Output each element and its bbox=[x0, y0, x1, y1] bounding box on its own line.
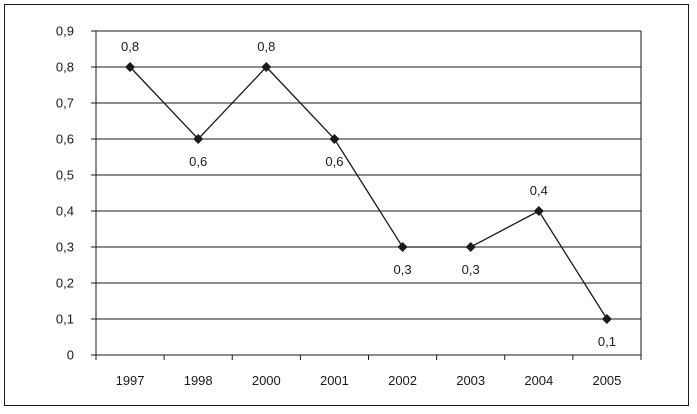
data-labels: 0,8 0,6 0,8 0,6 0,3 0,3 0,4 0,1 bbox=[121, 39, 616, 349]
y-tick-label: 0 bbox=[67, 348, 74, 363]
data-point-marker bbox=[125, 62, 136, 72]
data-label: 0,3 bbox=[462, 262, 480, 277]
data-point-marker bbox=[533, 206, 544, 216]
x-tick-label: 2004 bbox=[524, 373, 553, 388]
x-tick-label: 2001 bbox=[320, 373, 349, 388]
data-label: 0,6 bbox=[325, 154, 343, 169]
y-tick-labels: 0 0,1 0,2 0,3 0,4 0,5 0,6 0,7 0,8 0,9 bbox=[56, 24, 74, 363]
data-point-marker bbox=[329, 134, 340, 144]
x-tick-label: 1997 bbox=[116, 373, 145, 388]
data-label: 0,6 bbox=[189, 154, 207, 169]
data-point-marker bbox=[465, 242, 476, 252]
x-tick-label: 2005 bbox=[592, 373, 621, 388]
y-tick-label: 0,6 bbox=[56, 132, 74, 147]
data-point-marker bbox=[601, 314, 612, 324]
x-tick-labels: 1997 1998 2000 2001 2002 2003 2004 2005 bbox=[116, 373, 622, 388]
data-label: 0,8 bbox=[257, 39, 275, 54]
data-point-marker bbox=[397, 242, 408, 252]
y-tick-label: 0,4 bbox=[56, 204, 74, 219]
y-tick-label: 0,2 bbox=[56, 276, 74, 291]
x-tick-label: 1998 bbox=[184, 373, 213, 388]
y-tick-label: 0,1 bbox=[56, 312, 74, 327]
series-group bbox=[125, 62, 612, 324]
x-tick-label: 2002 bbox=[388, 373, 417, 388]
series-line bbox=[129, 66, 608, 320]
x-tick-label: 2003 bbox=[456, 373, 485, 388]
x-tick-label: 2000 bbox=[252, 373, 281, 388]
data-label: 0,8 bbox=[121, 39, 139, 54]
y-tick-label: 0,8 bbox=[56, 60, 74, 75]
data-point-marker bbox=[261, 62, 272, 72]
data-label: 0,4 bbox=[530, 183, 548, 198]
data-label: 0,3 bbox=[394, 262, 412, 277]
data-label: 0,1 bbox=[598, 334, 616, 349]
axes bbox=[91, 30, 642, 360]
data-point-marker bbox=[193, 134, 204, 144]
y-tick-label: 0,9 bbox=[56, 24, 74, 39]
chart-frame bbox=[4, 4, 689, 406]
y-tick-label: 0,7 bbox=[56, 96, 74, 111]
y-tick-label: 0,5 bbox=[56, 168, 74, 183]
y-tick-label: 0,3 bbox=[56, 240, 74, 255]
gridlines bbox=[96, 30, 641, 320]
